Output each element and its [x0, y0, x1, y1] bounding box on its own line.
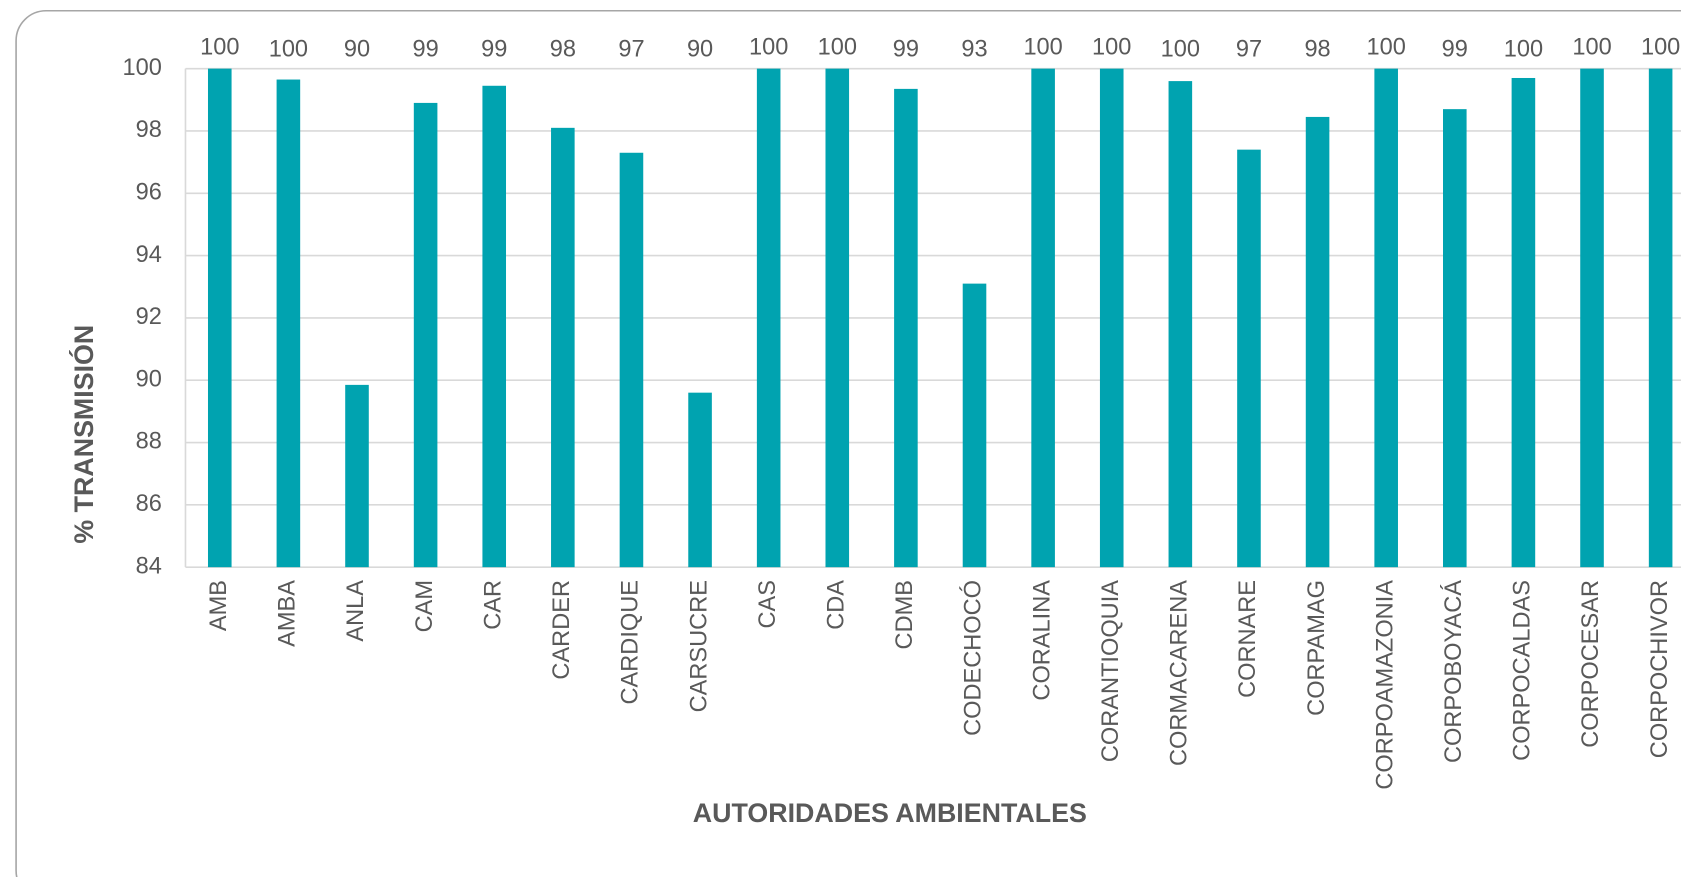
- x-tick-label: CAR: [479, 580, 505, 630]
- x-tick-label: CARSUCRE: [685, 580, 711, 712]
- x-tick-label: CORPAMAG: [1303, 580, 1329, 716]
- x-tick-label: CORPOAMAZONIA: [1371, 580, 1397, 790]
- y-tick-label: 100: [123, 54, 162, 80]
- x-axis-title: AUTORIDADES AMBIENTALES: [693, 798, 1087, 828]
- value-label: 100: [200, 34, 239, 60]
- bar: [207, 68, 232, 568]
- x-tick-label: ANLA: [342, 580, 368, 642]
- value-label: 99: [481, 36, 507, 62]
- x-tick-label: CORANTIOQUIA: [1097, 580, 1123, 762]
- x-tick-label: CARDER: [548, 580, 574, 680]
- value-label: 99: [1442, 36, 1468, 62]
- y-tick-label: 96: [136, 178, 162, 204]
- y-tick-label: 98: [136, 116, 162, 142]
- bar: [482, 85, 507, 568]
- value-label: 90: [687, 36, 713, 62]
- value-label: 98: [550, 36, 576, 62]
- y-tick-label: 88: [136, 428, 162, 454]
- bar: [1511, 77, 1536, 568]
- value-label: 100: [1641, 34, 1680, 60]
- x-tick-label: CDA: [823, 580, 849, 630]
- x-tick-label: CAS: [754, 580, 780, 628]
- y-tick-label: 94: [136, 241, 162, 267]
- bar: [619, 152, 644, 568]
- bar: [688, 392, 712, 568]
- value-label: 100: [1572, 34, 1611, 60]
- value-label: 100: [1367, 34, 1406, 60]
- bar: [345, 384, 369, 568]
- x-tick-label: CORPOCHIVOR: [1646, 580, 1672, 758]
- y-axis-title: % TRANSMISIÓN: [68, 325, 99, 544]
- value-label: 100: [1023, 34, 1062, 60]
- bar: [413, 102, 438, 568]
- value-label: 100: [818, 34, 857, 60]
- bar: [276, 79, 301, 568]
- value-label: 100: [269, 36, 308, 62]
- value-label: 97: [618, 36, 644, 62]
- value-label: 98: [1304, 36, 1330, 62]
- x-tick-label: CARDIQUE: [617, 580, 643, 704]
- bar: [1648, 68, 1673, 568]
- y-tick-label: 86: [136, 490, 162, 516]
- bar: [1237, 149, 1261, 568]
- bar: [1099, 68, 1124, 568]
- x-tick-label: AMB: [205, 580, 231, 631]
- value-label: 99: [893, 36, 919, 62]
- y-tick-label: 90: [136, 365, 162, 391]
- x-tick-label: CAM: [411, 580, 437, 632]
- bar: [1031, 68, 1055, 568]
- x-tick-label: CORALINA: [1028, 580, 1054, 701]
- bar: [551, 127, 575, 568]
- x-tick-label: CORPOCESAR: [1577, 580, 1603, 748]
- bar: [1580, 68, 1604, 568]
- bar: [1443, 109, 1467, 568]
- value-label: 100: [749, 34, 788, 60]
- x-tick-label: CORPOCALDAS: [1509, 580, 1535, 761]
- x-tick-label: CODECHOCÓ: [960, 580, 986, 736]
- y-tick-label: 84: [136, 552, 162, 578]
- bar: [1374, 68, 1398, 568]
- value-label: 97: [1236, 36, 1262, 62]
- x-tick-label: CORMACARENA: [1166, 580, 1192, 766]
- bar: [825, 68, 850, 568]
- x-tick-label: CORNARE: [1234, 580, 1260, 698]
- value-label: 100: [1161, 36, 1200, 62]
- value-label: 100: [1092, 34, 1131, 60]
- bar: [894, 88, 918, 568]
- bar: [1305, 116, 1330, 568]
- y-tick-label: 92: [136, 303, 162, 329]
- value-label: 93: [961, 36, 987, 62]
- x-tick-label: CORPOBOYACÁ: [1440, 580, 1466, 763]
- value-label: 99: [412, 36, 438, 62]
- value-label: 90: [344, 36, 370, 62]
- x-tick-label: AMBA: [274, 580, 300, 647]
- bar: [1168, 81, 1193, 568]
- x-tick-label: CDMB: [891, 580, 917, 649]
- bar: [756, 68, 781, 568]
- bar: [962, 283, 987, 568]
- value-label: 100: [1504, 36, 1543, 62]
